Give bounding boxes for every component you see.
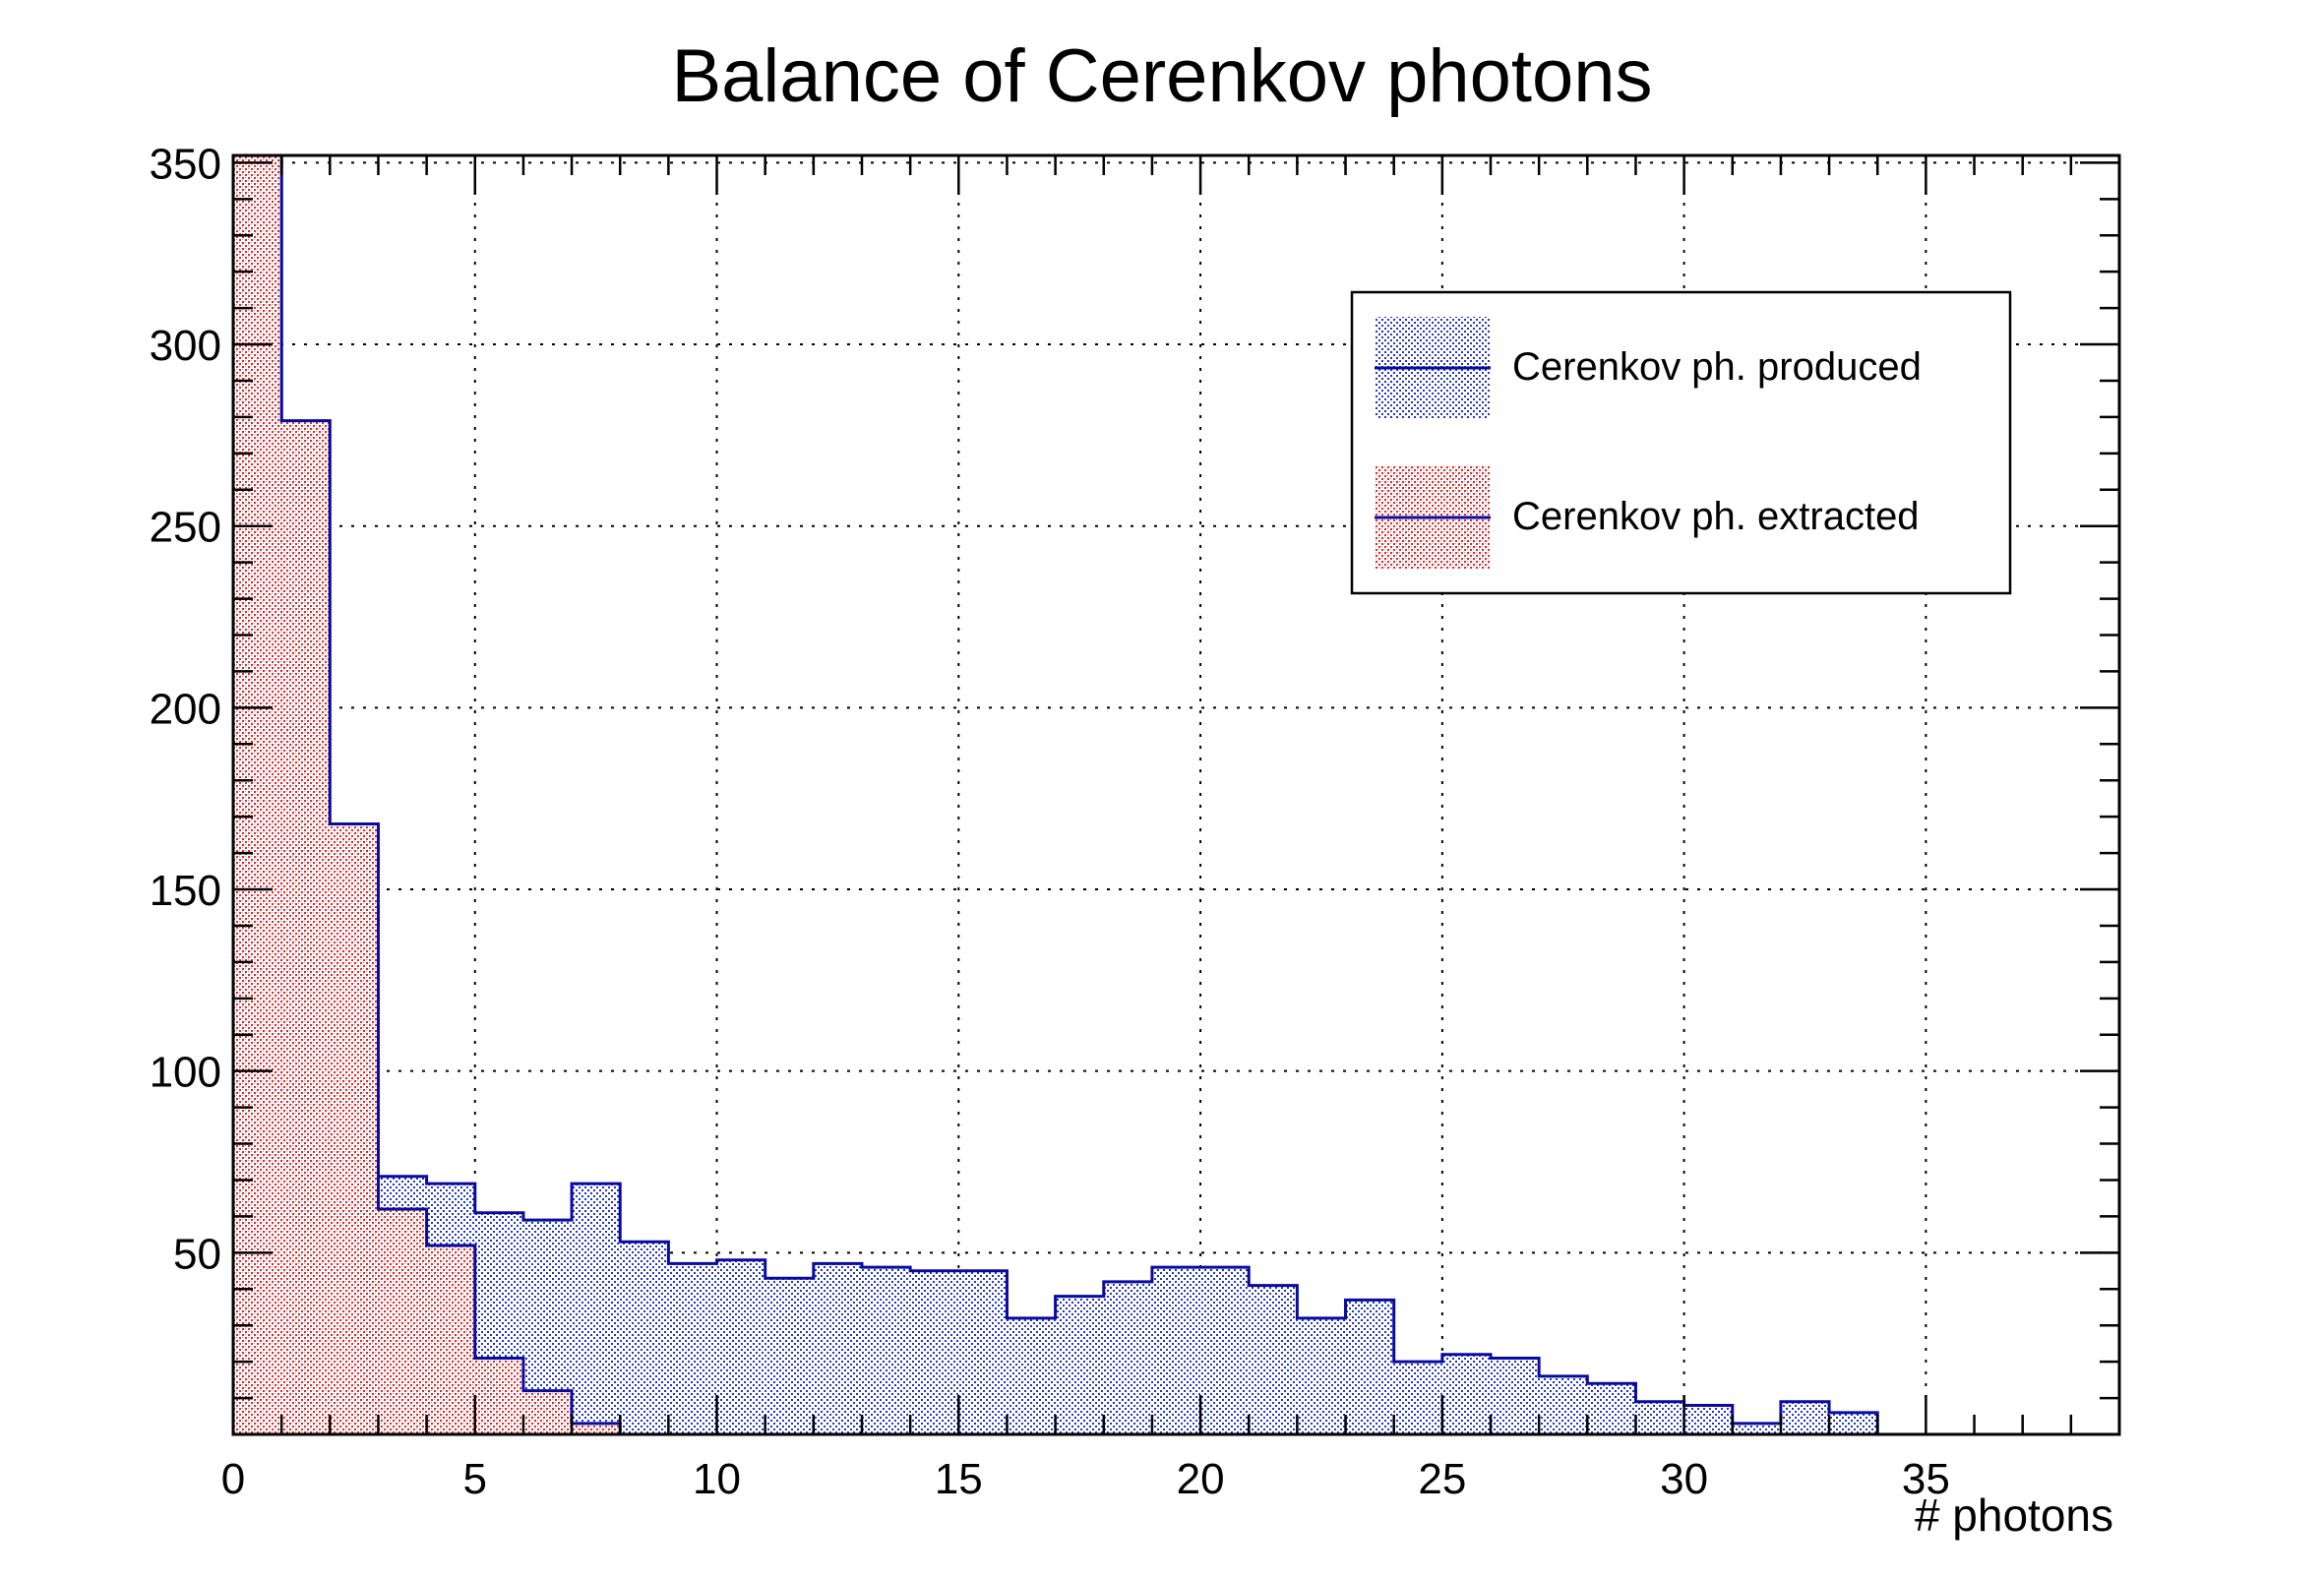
produced-bar <box>910 1270 959 1434</box>
produced-bar <box>813 1263 862 1434</box>
y-tick-label: 150 <box>150 867 221 915</box>
produced-bar <box>1587 1383 1636 1434</box>
legend-label-extracted: Cerenkov ph. extracted <box>1512 495 1920 538</box>
y-tick-label: 100 <box>150 1049 221 1097</box>
x-tick-label: 5 <box>463 1455 487 1503</box>
produced-bar <box>764 1278 814 1434</box>
axis-ticks <box>231 155 2121 1436</box>
extracted-bar <box>522 1390 573 1434</box>
y-tick-label: 300 <box>150 322 221 370</box>
extracted-bar <box>378 1209 427 1434</box>
produced-bar <box>1345 1300 1394 1434</box>
plot-border <box>231 153 2121 1436</box>
produced-bar <box>1055 1296 1104 1434</box>
extracted-bar <box>233 155 282 1434</box>
y-tick-label: 250 <box>150 504 221 552</box>
x-tick-label: 15 <box>935 1455 983 1503</box>
x-tick-label: 0 <box>221 1455 245 1503</box>
produced-bar <box>1829 1412 1878 1434</box>
produced-bar <box>668 1263 717 1434</box>
produced-bar <box>1539 1375 1588 1434</box>
legend-label-produced: Cerenkov ph. produced <box>1512 345 1922 389</box>
extracted-bar <box>426 1245 475 1434</box>
produced-bar <box>1200 1267 1250 1434</box>
y-tick-label: 50 <box>173 1230 221 1278</box>
produced-bar <box>862 1267 911 1434</box>
x-tick-label: 25 <box>1418 1455 1466 1503</box>
extracted-bar <box>281 420 331 1434</box>
produced-bar <box>1780 1401 1830 1434</box>
produced-bar <box>1491 1358 1540 1434</box>
x-tick-labels: 0 5 10 15 20 25 30 35 <box>221 1455 1950 1503</box>
produced-bar <box>1103 1281 1152 1434</box>
produced-bar <box>958 1270 1008 1434</box>
produced-bar <box>620 1242 669 1434</box>
x-tick-label: 35 <box>1902 1455 1950 1503</box>
x-tick-label: 30 <box>1660 1455 1708 1503</box>
x-axis-label: # photons <box>1915 1489 2113 1541</box>
produced-bar <box>1007 1317 1056 1434</box>
chart-title: Balance of Cerenkov photons <box>671 34 1652 118</box>
produced-bar <box>1441 1354 1491 1434</box>
y-tick-label: 200 <box>150 685 221 733</box>
y-tick-label: 350 <box>150 140 221 188</box>
produced-bar <box>1151 1267 1201 1434</box>
produced-bar <box>572 1184 621 1434</box>
x-tick-label: 10 <box>693 1455 741 1503</box>
produced-outline <box>231 153 1879 1434</box>
produced-bar <box>1732 1423 1781 1434</box>
produced-bar <box>1683 1405 1733 1434</box>
extracted-outline <box>231 153 622 1434</box>
plot-frame <box>231 153 2121 1436</box>
extracted-bar <box>330 823 379 1434</box>
y-tick-labels: 50 100 150 200 250 300 350 <box>150 140 221 1278</box>
extracted-bar <box>572 1423 621 1434</box>
produced-bar <box>1297 1317 1346 1434</box>
produced-bar <box>1635 1401 1684 1434</box>
extracted-bar <box>474 1358 523 1434</box>
series-extracted <box>231 153 622 1434</box>
legend: Cerenkov ph. produced Cerenkov ph. extra… <box>1350 290 2012 595</box>
produced-bar <box>1393 1362 1442 1434</box>
produced-bar <box>1249 1285 1298 1434</box>
x-tick-label: 20 <box>1177 1455 1225 1503</box>
produced-bar <box>716 1259 765 1434</box>
